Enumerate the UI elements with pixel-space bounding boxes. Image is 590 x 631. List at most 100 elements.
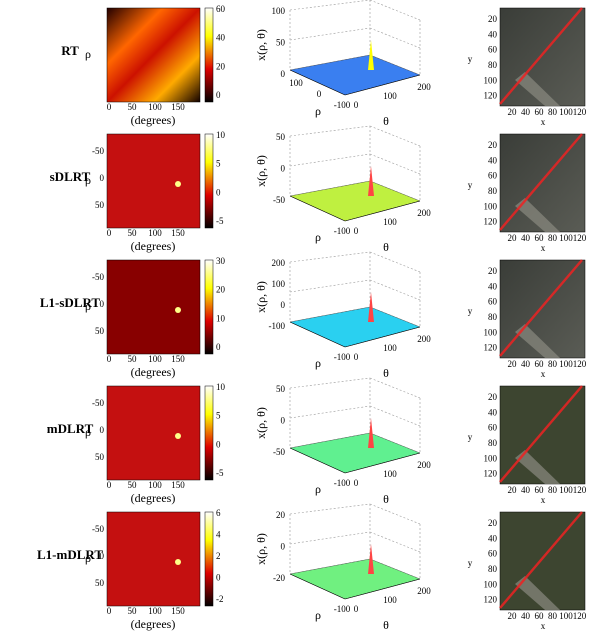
surface-box <box>369 0 421 21</box>
image-ytick: 20 <box>488 518 498 528</box>
image-ylabel: y <box>468 558 473 568</box>
surface-plane <box>289 180 421 222</box>
heatmap-ytick: 0 <box>100 551 105 561</box>
image-xtick: 80 <box>548 611 558 621</box>
surface-box <box>289 153 371 167</box>
image-xtick: 100 <box>559 107 573 117</box>
surface-box <box>289 279 371 293</box>
theta-tick: 0 <box>354 226 359 236</box>
image-xtick: 80 <box>548 107 558 117</box>
surface-ztick: 0 <box>281 300 286 310</box>
heatmap-ylabel: ρ <box>85 47 91 61</box>
theta-label: θ <box>383 618 389 631</box>
surface-ztick: 100 <box>272 6 286 16</box>
image-xtick: 60 <box>535 611 545 621</box>
theta-tick: 0 <box>354 478 359 488</box>
rho-tick: 100 <box>289 78 303 88</box>
image-ylabel: y <box>468 306 473 316</box>
rho-tick: -100 <box>334 478 351 488</box>
surface-box <box>369 377 421 399</box>
heatmap-xtick: 150 <box>171 228 185 238</box>
heatmap-xtick: 50 <box>128 102 138 112</box>
image-ytick: 120 <box>484 91 498 101</box>
photo-road <box>515 72 560 106</box>
colorbar <box>204 7 214 103</box>
image-ytick: 120 <box>484 217 498 227</box>
colorbar <box>204 385 214 481</box>
colorbar-tick: 20 <box>216 285 226 295</box>
theta-tick: 100 <box>383 595 397 605</box>
image-ytick: 60 <box>488 549 498 559</box>
surface-ztick: 200 <box>272 258 286 268</box>
theta-tick: 0 <box>354 352 359 362</box>
image-xtick: 60 <box>535 359 545 369</box>
rho-label: ρ <box>315 482 321 496</box>
colorbar-tick: 20 <box>216 61 226 71</box>
rho-label: ρ <box>315 104 321 118</box>
surface-box <box>289 125 371 137</box>
heatmap-xlabel: (degrees) <box>131 365 176 379</box>
heatmap-ytick: 0 <box>100 173 105 183</box>
row-label: mDLRT <box>47 421 94 436</box>
heatmap <box>106 511 201 607</box>
surface-box <box>289 27 371 41</box>
colorbar <box>204 259 214 355</box>
heatmap-xtick: 150 <box>171 102 185 112</box>
image-xtick: 120 <box>573 359 587 369</box>
image-xtick: 40 <box>521 233 531 243</box>
image-xtick: 80 <box>548 485 558 495</box>
heatmap-peak <box>175 307 181 313</box>
rho-axis <box>289 321 346 348</box>
image-ytick: 20 <box>488 14 498 24</box>
rho-tick: -100 <box>334 604 351 614</box>
image-ytick: 40 <box>488 407 498 417</box>
detected-line <box>499 385 583 483</box>
heatmap-ytick: 50 <box>95 452 105 462</box>
colorbar-tick: 30 <box>216 256 226 266</box>
image-xlabel: x <box>541 243 546 253</box>
surface-spike <box>368 166 374 196</box>
image-ytick: 120 <box>484 343 498 353</box>
heatmap-xtick: 100 <box>148 480 162 490</box>
heatmap-ytick: 0 <box>100 299 105 309</box>
colorbar <box>204 511 214 607</box>
surface-zlabel: x(ρ, θ) <box>254 533 268 565</box>
colorbar-tick: 0 <box>216 187 221 197</box>
heatmap-xtick: 0 <box>107 606 112 616</box>
row-label: RT <box>61 43 79 58</box>
theta-axis <box>344 452 421 474</box>
heatmap-xtick: 0 <box>107 480 112 490</box>
surface-ztick: 0 <box>281 164 286 174</box>
image-xtick: 60 <box>535 233 545 243</box>
row-label: L1-mDLRT <box>37 547 103 562</box>
colorbar-tick: 60 <box>216 4 226 14</box>
surface-spike <box>368 418 374 448</box>
detected-line <box>499 259 583 357</box>
image-xtick: 100 <box>559 611 573 621</box>
rho-tick: -100 <box>334 100 351 110</box>
theta-tick: 200 <box>417 208 431 218</box>
heatmap-ytick: -50 <box>92 272 104 282</box>
heatmap <box>106 7 201 103</box>
surface-zlabel: x(ρ, θ) <box>254 155 268 187</box>
image-xtick: 20 <box>508 359 518 369</box>
heatmap-xtick: 100 <box>148 606 162 616</box>
rho-tick: -100 <box>334 352 351 362</box>
image-xtick: 100 <box>559 233 573 243</box>
surface-zlabel: x(ρ, θ) <box>254 29 268 61</box>
colorbar-tick: 2 <box>216 551 221 561</box>
image-ylabel: y <box>468 432 473 442</box>
heatmap-peak <box>175 181 181 187</box>
heatmap-xtick: 0 <box>107 354 112 364</box>
surface-spike <box>368 292 374 322</box>
theta-tick: 100 <box>383 91 397 101</box>
heatmap-xtick: 50 <box>128 480 138 490</box>
image-xtick: 40 <box>521 611 531 621</box>
theta-label: θ <box>383 114 389 128</box>
detected-line <box>499 511 583 609</box>
heatmap-xtick: 150 <box>171 354 185 364</box>
colorbar-tick: 6 <box>216 508 221 518</box>
photo-road <box>515 198 560 232</box>
heatmap-xtick: 0 <box>107 228 112 238</box>
surface-ztick: -50 <box>273 447 285 457</box>
